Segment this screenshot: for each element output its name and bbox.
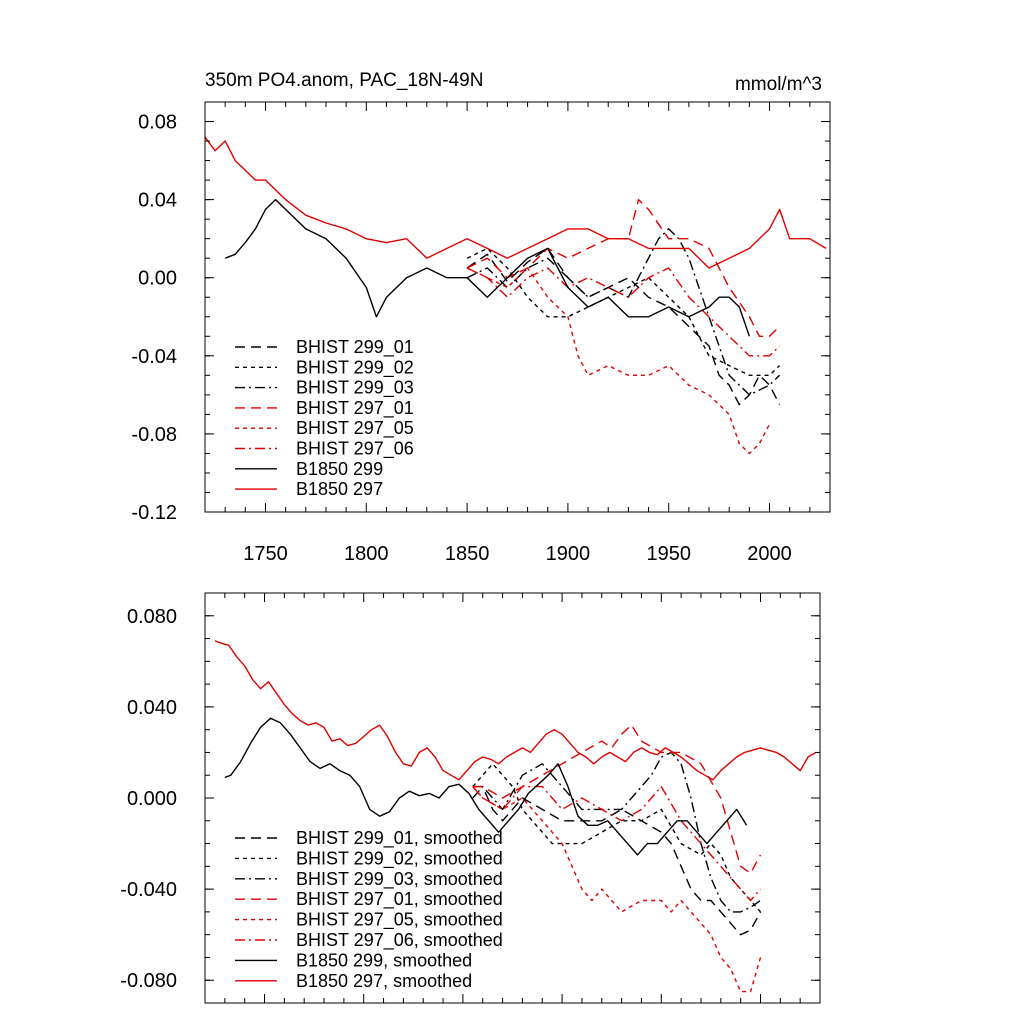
series-line-8: [214, 640, 817, 781]
y-tick-label: -0.08: [131, 424, 177, 446]
series-line-6: [472, 785, 762, 902]
series-line-3: [472, 751, 761, 913]
y-tick-label: 0.00: [138, 268, 177, 290]
legend-label: BHIST 299_01, smoothed: [296, 828, 503, 849]
series-line-6: [466, 267, 781, 357]
legend-label: BHIST 299_03: [296, 378, 414, 399]
top-panel: 0.08 0.04 0.00 -0.04 -0.08 -0.12 1750 1800 1850 1…: [131, 70, 831, 565]
legend-label: BHIST 297_01, smoothed: [296, 889, 503, 910]
chart-title: 350m PO4.anom, PAC_18N-49N: [205, 70, 483, 91]
legend-label: BHIST 299_03, smoothed: [296, 869, 503, 890]
legend-label: BHIST 297_06, smoothed: [296, 930, 503, 951]
series-line-7: [224, 198, 751, 337]
legend-label: BHIST 299_01: [296, 337, 414, 358]
y-tick-label: 0.040: [127, 697, 177, 719]
units-label: mmol/m^3: [735, 74, 822, 95]
y-tick-label: -0.12: [131, 502, 177, 524]
x-tick-label: 1850: [445, 543, 490, 565]
y-tick-label: 0.04: [138, 190, 177, 212]
legend-label: BHIST 297_05: [296, 418, 414, 439]
series-line-8: [205, 136, 827, 269]
y-tick-label: -0.080: [120, 970, 177, 992]
x-tick-label: 1800: [344, 543, 389, 565]
x-tick-label: 1950: [646, 543, 691, 565]
legend-label: BHIST 297_05, smoothed: [296, 910, 503, 931]
legend-label: B1850 299, smoothed: [296, 950, 472, 970]
y-tick-label: 0.000: [127, 788, 177, 810]
legend-label: B1850 297, smoothed: [296, 971, 472, 991]
series-line-4: [472, 724, 762, 874]
series-group: [205, 136, 827, 455]
series-line-5: [466, 267, 771, 455]
legend-label: B1850 299: [296, 459, 383, 479]
legend-label: BHIST 297_06: [296, 439, 414, 460]
legend-label: BHIST 299_02, smoothed: [296, 848, 503, 869]
plot-frame: [204, 101, 831, 513]
series-line-3: [466, 228, 781, 396]
series-line-1: [466, 247, 781, 406]
series-line-7: [224, 717, 748, 856]
series-line-5: [472, 786, 762, 993]
series-line-2: [466, 247, 781, 376]
y-tick-label: -0.040: [120, 879, 177, 901]
bottom-panel: 0.080 0.040 0.000 -0.040 -0.080 BHIST 299_01,…: [120, 592, 821, 1004]
x-tick-label: 1750: [243, 543, 288, 565]
x-tick-label: 2000: [747, 543, 792, 565]
y-tick-label: 0.08: [138, 112, 177, 134]
y-tick-label: 0.080: [127, 606, 177, 628]
series-group: [214, 640, 817, 993]
legend-label: BHIST 299_02: [296, 357, 414, 378]
x-tick-label: 1900: [546, 543, 591, 565]
legend-label: BHIST 297_01: [296, 398, 414, 419]
legend-label: B1850 297: [296, 479, 383, 499]
y-tick-label: -0.04: [131, 346, 177, 368]
